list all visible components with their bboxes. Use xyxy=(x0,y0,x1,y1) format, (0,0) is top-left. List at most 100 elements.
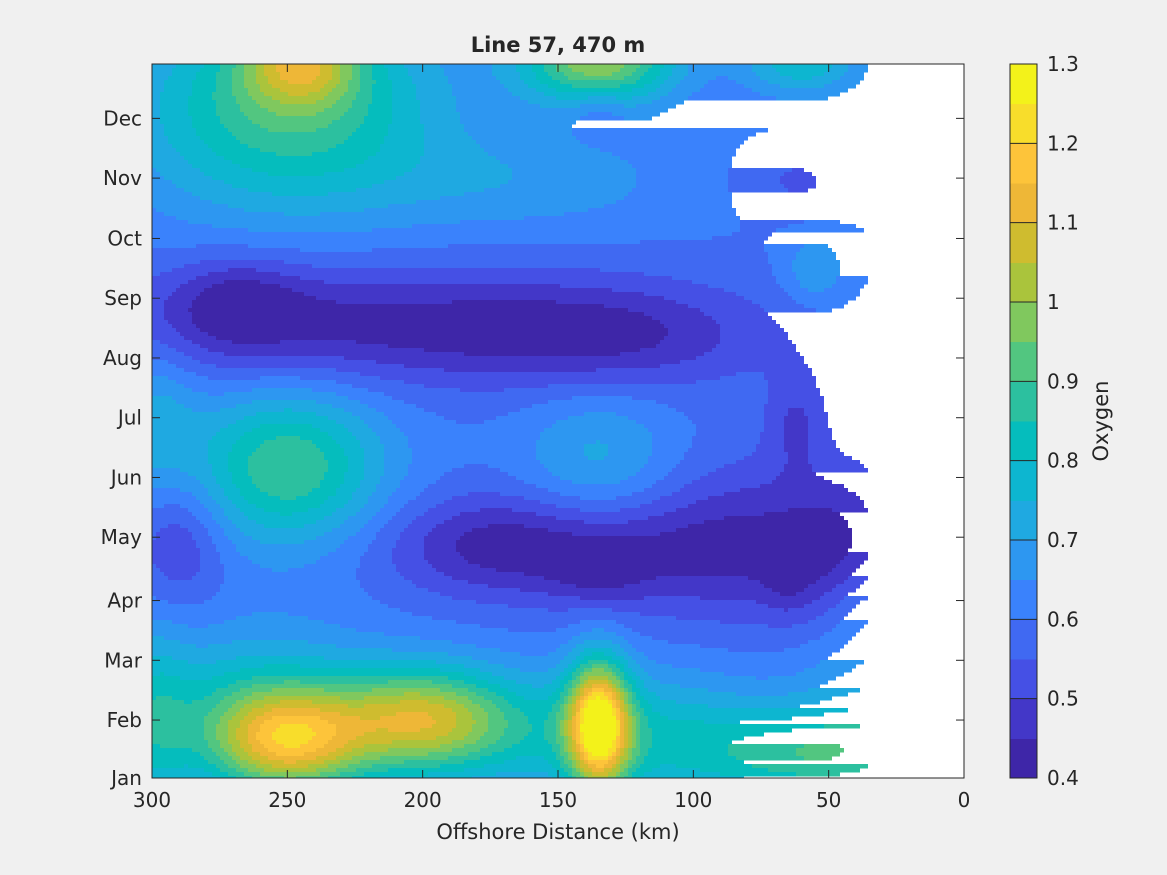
contour-cell xyxy=(184,700,192,705)
contour-cell xyxy=(688,504,864,509)
contour-cell xyxy=(564,72,584,77)
contour-cell xyxy=(556,720,560,725)
contour-cell xyxy=(272,732,316,737)
contour-cell xyxy=(456,620,580,625)
contour-cell xyxy=(656,660,820,665)
contour-cell xyxy=(152,640,180,645)
contour-cell xyxy=(636,760,644,765)
contour-cell xyxy=(260,540,304,545)
contour-cell xyxy=(284,680,300,685)
contour-cell xyxy=(796,276,836,281)
contour-cell xyxy=(152,692,212,697)
contour-cell xyxy=(640,700,648,705)
contour-cell xyxy=(592,772,608,777)
contour-cell xyxy=(644,312,704,317)
contour-cell xyxy=(420,120,460,125)
contour-cell xyxy=(620,696,624,701)
contour-cell xyxy=(344,168,412,173)
contour-cell xyxy=(172,324,196,329)
contour-cell xyxy=(152,436,212,441)
contour-cell xyxy=(584,744,612,749)
contour-cell xyxy=(728,744,804,749)
contour-cell xyxy=(556,740,564,745)
contour-cell xyxy=(208,376,260,381)
contour-cell xyxy=(412,460,540,465)
contour-cell xyxy=(688,68,752,73)
contour-cell xyxy=(704,312,768,317)
contour-cell xyxy=(232,132,352,137)
contour-cell xyxy=(200,552,220,557)
contour-cell xyxy=(636,724,640,729)
contour-cell xyxy=(404,172,512,177)
contour-cell xyxy=(428,484,536,489)
contour-cell xyxy=(624,724,628,729)
contour-cell xyxy=(156,208,244,213)
contour-cell xyxy=(260,444,316,449)
contour-cell xyxy=(580,620,616,625)
contour-cell xyxy=(424,132,468,137)
contour-cell xyxy=(316,536,348,541)
contour-cell xyxy=(628,772,632,777)
contour-cell xyxy=(396,568,436,573)
contour-cell xyxy=(360,556,392,561)
contour-cell xyxy=(668,716,792,721)
contour-cell xyxy=(196,72,216,77)
contour-cell xyxy=(240,740,248,745)
contour-cell xyxy=(804,220,840,225)
contour-cell xyxy=(164,132,196,137)
contour-cell xyxy=(612,756,616,761)
contour-cell xyxy=(608,748,616,753)
contour-cell xyxy=(348,396,392,401)
contour-cell xyxy=(364,552,392,557)
contour-cell xyxy=(228,464,248,469)
contour-cell xyxy=(240,488,260,493)
contour-cell xyxy=(152,696,156,701)
contour-cell xyxy=(424,140,476,145)
contour-cell xyxy=(152,416,244,421)
contour-cell xyxy=(808,420,828,425)
y-tick-label: Sep xyxy=(104,286,142,310)
contour-cell xyxy=(640,664,672,669)
contour-cell xyxy=(244,496,280,501)
contour-cell xyxy=(504,760,548,765)
contour-cell xyxy=(320,708,452,713)
contour-cell xyxy=(400,480,436,485)
contour-cell xyxy=(652,452,684,457)
contour-cell xyxy=(468,560,840,565)
contour-cell xyxy=(584,696,588,701)
contour-cell xyxy=(184,336,216,341)
colorbar-tick-label: 0.8 xyxy=(1047,449,1079,473)
contour-cell xyxy=(560,696,564,701)
contour-cell xyxy=(440,476,516,481)
contour-cell xyxy=(620,768,624,773)
contour-cell xyxy=(216,752,228,757)
colorbar-label: Oxygen xyxy=(1089,381,1113,462)
contour-cell xyxy=(764,412,788,417)
contour-cell xyxy=(556,676,564,681)
contour-cell xyxy=(392,116,420,121)
colorbar-swatch xyxy=(1010,381,1037,422)
contour-cell xyxy=(380,528,404,533)
contour-cell xyxy=(608,700,612,705)
contour-cell xyxy=(784,444,808,449)
contour-cell xyxy=(740,228,776,233)
contour-cell xyxy=(584,716,616,721)
contour-cell xyxy=(300,664,464,669)
contour-cell xyxy=(580,708,584,713)
contour-cell xyxy=(824,632,856,637)
contour-cell xyxy=(700,668,804,673)
contour-cell xyxy=(696,500,864,505)
contour-cell xyxy=(152,244,196,249)
contour-cell xyxy=(216,476,232,481)
contour-cell xyxy=(312,264,772,269)
contour-cell xyxy=(580,140,744,145)
contour-cell xyxy=(544,756,556,761)
contour-cell xyxy=(352,756,380,761)
y-tick-label: Mar xyxy=(104,648,143,672)
contour-cell xyxy=(576,584,624,589)
contour-cell xyxy=(584,740,612,745)
contour-cell xyxy=(580,680,584,685)
contour-cell xyxy=(456,692,476,697)
contour-cell xyxy=(652,728,792,733)
contour-cell xyxy=(572,688,576,693)
